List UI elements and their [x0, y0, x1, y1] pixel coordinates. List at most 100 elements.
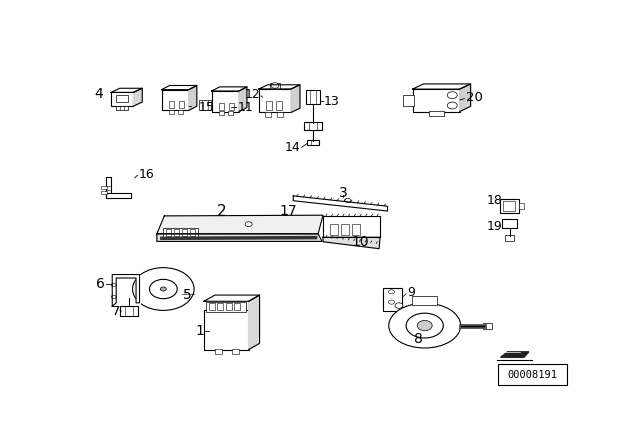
- Circle shape: [161, 287, 166, 291]
- Text: 14: 14: [285, 141, 301, 154]
- Bar: [218, 303, 223, 310]
- Bar: [111, 92, 133, 106]
- Bar: [352, 224, 360, 234]
- Circle shape: [111, 295, 116, 299]
- Circle shape: [150, 280, 177, 299]
- Circle shape: [417, 320, 432, 331]
- Bar: [266, 101, 272, 110]
- Circle shape: [132, 267, 194, 310]
- Bar: [178, 110, 183, 114]
- Text: 12: 12: [244, 88, 260, 101]
- Bar: [500, 199, 519, 214]
- Bar: [161, 90, 189, 110]
- Bar: [330, 224, 338, 234]
- Bar: [166, 229, 171, 236]
- Bar: [304, 122, 322, 130]
- Bar: [120, 306, 138, 315]
- Bar: [116, 106, 128, 110]
- Text: 19: 19: [486, 220, 502, 233]
- Bar: [232, 349, 239, 354]
- Ellipse shape: [388, 303, 461, 348]
- Bar: [101, 191, 107, 194]
- Text: 18: 18: [486, 194, 502, 207]
- Text: 3: 3: [339, 186, 348, 200]
- Bar: [307, 140, 319, 145]
- Bar: [169, 110, 174, 114]
- Text: 9: 9: [408, 286, 415, 299]
- Bar: [204, 310, 248, 349]
- Polygon shape: [239, 87, 247, 112]
- Circle shape: [395, 303, 403, 308]
- Circle shape: [345, 198, 351, 202]
- Bar: [163, 228, 198, 237]
- Text: 1: 1: [195, 324, 204, 338]
- Polygon shape: [189, 86, 197, 110]
- Text: 20: 20: [466, 91, 483, 104]
- Bar: [341, 224, 349, 234]
- Bar: [182, 229, 187, 236]
- Bar: [234, 303, 240, 310]
- Bar: [101, 186, 107, 189]
- Polygon shape: [133, 88, 142, 106]
- Circle shape: [388, 290, 394, 294]
- Bar: [498, 364, 567, 385]
- Text: 4: 4: [95, 87, 103, 101]
- Bar: [483, 323, 492, 329]
- Bar: [502, 219, 518, 228]
- Text: 5: 5: [183, 288, 192, 302]
- Bar: [189, 229, 195, 236]
- Polygon shape: [500, 352, 529, 358]
- Text: 6: 6: [96, 277, 105, 291]
- Text: 17: 17: [280, 204, 297, 218]
- Bar: [106, 177, 111, 198]
- Polygon shape: [157, 234, 322, 241]
- Bar: [259, 89, 291, 112]
- Polygon shape: [248, 295, 260, 349]
- Polygon shape: [323, 216, 380, 237]
- Circle shape: [245, 222, 252, 227]
- Bar: [199, 99, 211, 110]
- Text: 10: 10: [352, 236, 369, 250]
- Bar: [504, 235, 515, 241]
- Bar: [229, 103, 234, 110]
- Bar: [228, 111, 233, 115]
- Bar: [216, 349, 222, 354]
- Text: 2: 2: [216, 204, 226, 219]
- Bar: [173, 229, 179, 236]
- Bar: [179, 101, 184, 108]
- Text: 00008191: 00008191: [508, 370, 557, 379]
- Bar: [226, 303, 232, 310]
- Text: 7: 7: [112, 305, 121, 318]
- Ellipse shape: [406, 313, 444, 338]
- Circle shape: [447, 92, 457, 99]
- Bar: [413, 89, 460, 112]
- Polygon shape: [293, 196, 388, 211]
- Text: 15: 15: [199, 101, 215, 114]
- Circle shape: [447, 102, 457, 109]
- Bar: [220, 103, 225, 110]
- Bar: [220, 111, 225, 115]
- Polygon shape: [112, 275, 140, 306]
- Text: 11: 11: [237, 101, 253, 114]
- Polygon shape: [323, 237, 380, 249]
- Bar: [270, 83, 280, 89]
- Bar: [209, 303, 215, 310]
- Polygon shape: [157, 215, 323, 234]
- Polygon shape: [460, 84, 470, 112]
- Text: 8: 8: [414, 332, 423, 346]
- Circle shape: [111, 283, 116, 287]
- Bar: [265, 112, 271, 116]
- Text: 16: 16: [138, 168, 154, 181]
- Bar: [412, 296, 437, 305]
- Bar: [106, 194, 131, 198]
- Polygon shape: [291, 85, 300, 112]
- Bar: [276, 101, 282, 110]
- Bar: [429, 111, 444, 116]
- Bar: [403, 95, 413, 106]
- Bar: [212, 91, 239, 112]
- Bar: [383, 289, 403, 311]
- Bar: [169, 101, 174, 108]
- Bar: [519, 203, 524, 209]
- Bar: [116, 95, 129, 103]
- Circle shape: [388, 300, 394, 304]
